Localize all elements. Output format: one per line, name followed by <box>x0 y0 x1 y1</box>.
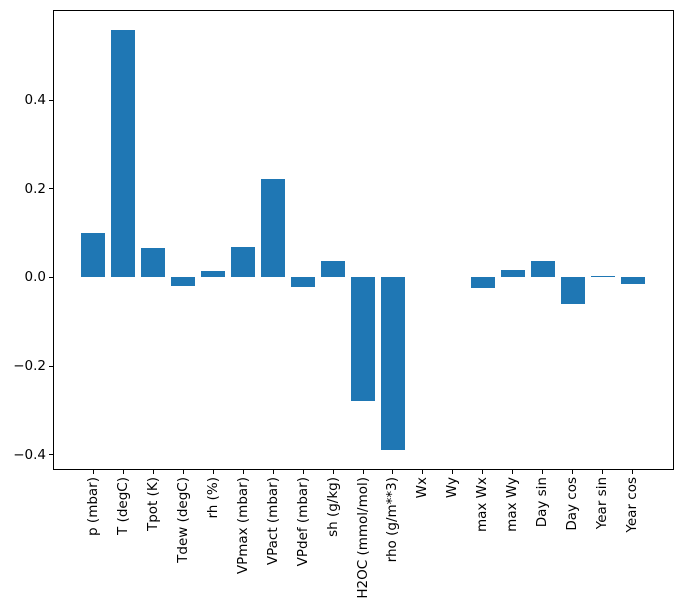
bar-vpact-mbar <box>261 179 286 278</box>
bar-vpmax-mbar <box>231 246 256 278</box>
bar-tpot-k <box>141 248 166 278</box>
x-tick <box>242 470 244 474</box>
x-tick-label-vpmax-mbar: VPmax (mbar) <box>234 477 251 575</box>
x-tick-label-t-degc: T (degC) <box>114 477 131 535</box>
x-tick-label-day-sin: Day sin <box>534 477 551 528</box>
x-tick-label-vpdef-mbar: VPdef (mbar) <box>294 477 311 567</box>
x-tick <box>542 470 544 474</box>
y-tick <box>49 365 53 367</box>
bar-year-sin <box>590 276 615 278</box>
x-tick <box>572 470 574 474</box>
y-tick <box>49 188 53 190</box>
y-tick-label: 0.0 <box>24 269 46 286</box>
x-tick <box>512 470 514 474</box>
x-tick-label-day-cos: Day cos <box>564 477 581 531</box>
bar-max-wx <box>470 277 495 288</box>
x-tick <box>122 470 124 474</box>
x-tick <box>452 470 454 474</box>
y-tick-label: 0.4 <box>24 92 46 109</box>
y-tick-label: 0.2 <box>24 180 46 197</box>
y-tick-label: −0.2 <box>13 358 46 375</box>
bar-max-wy <box>500 270 525 278</box>
bar-vpdef-mbar <box>291 277 316 288</box>
bar-p-mbar <box>81 233 106 278</box>
bar-t-degc <box>111 30 136 278</box>
bar-sh-g-kg <box>321 261 345 278</box>
x-tick-label-wy: Wy <box>444 477 461 499</box>
bar-rho-g-m-3 <box>380 277 405 451</box>
x-tick <box>182 470 184 474</box>
x-tick <box>152 470 154 474</box>
x-tick-label-year-cos: Year cos <box>624 477 641 533</box>
y-tick <box>49 99 53 101</box>
bar-rh <box>201 270 226 278</box>
y-tick <box>49 454 53 456</box>
x-tick-label-max-wy: max Wy <box>504 477 521 532</box>
x-tick <box>362 470 364 474</box>
x-tick-label-sh-g-kg: sh (g/kg) <box>324 477 341 537</box>
x-tick-label-rho-g-m-3: rho (g/m**3) <box>384 477 401 563</box>
bar-year-cos <box>620 277 645 285</box>
x-tick-label-tpot-k: Tpot (K) <box>144 477 161 532</box>
x-tick <box>482 470 484 474</box>
x-tick-label-h2oc-mmol-mol: H2OC (mmol/mol) <box>354 477 371 599</box>
y-tick <box>49 276 53 278</box>
x-tick-label-p-mbar: p (mbar) <box>84 477 101 536</box>
x-tick-label-vpact-mbar: VPact (mbar) <box>264 477 281 566</box>
x-tick <box>392 470 394 474</box>
bar-day-sin <box>530 261 555 278</box>
x-tick <box>332 470 334 474</box>
x-tick-label-year-sin: Year sin <box>594 477 611 530</box>
x-tick-label-max-wx: max Wx <box>474 477 491 533</box>
bar-tdew-degc <box>171 277 196 286</box>
bar-day-cos <box>560 277 585 304</box>
x-tick-label-rh: rh (%) <box>204 477 221 519</box>
x-tick <box>302 470 304 474</box>
x-tick-label-tdew-degc: Tdew (degC) <box>174 477 191 563</box>
x-tick <box>632 470 634 474</box>
bar-h2oc-mmol-mol <box>351 277 375 402</box>
y-tick-label: −0.4 <box>13 446 46 463</box>
x-tick <box>422 470 424 474</box>
plot-area <box>53 10 674 470</box>
x-tick <box>92 470 94 474</box>
x-tick <box>212 470 214 474</box>
x-tick <box>272 470 274 474</box>
x-tick <box>602 470 604 474</box>
x-tick-label-wx: Wx <box>414 477 431 499</box>
